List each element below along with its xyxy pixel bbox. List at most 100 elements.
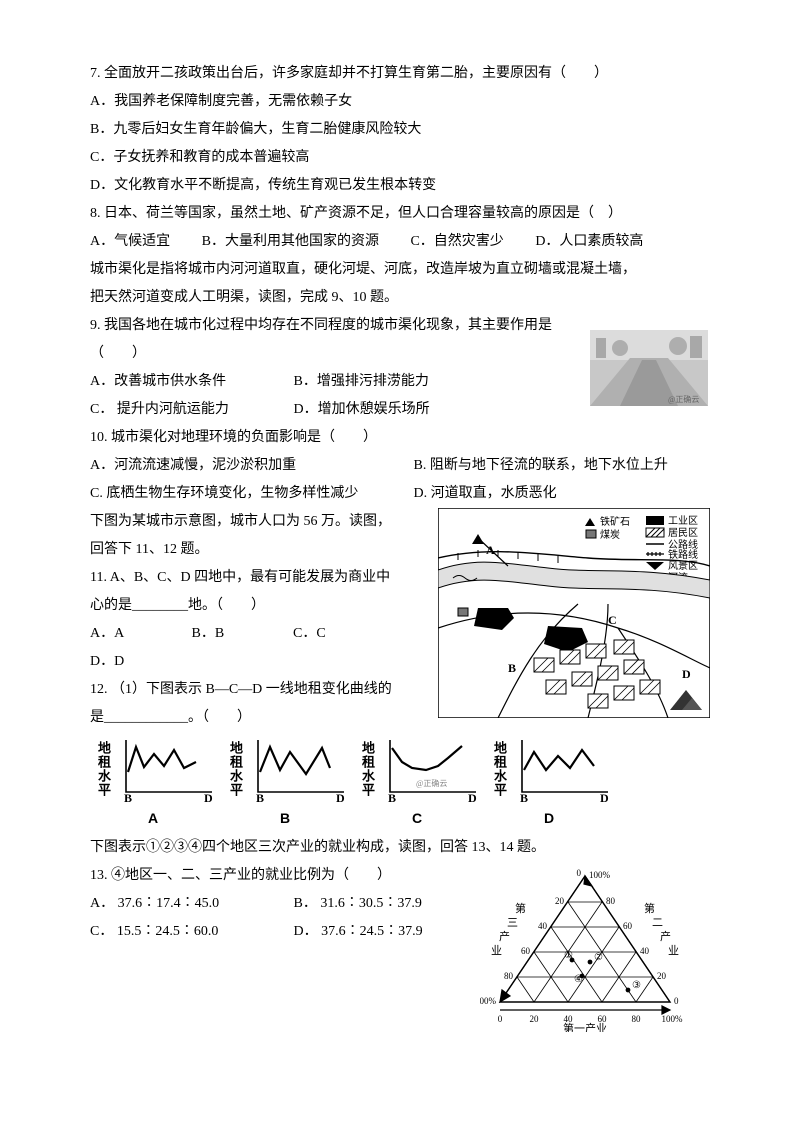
svg-text:铁矿石: 铁矿石	[600, 515, 630, 528]
svg-text:0: 0	[674, 996, 679, 1006]
chart-d-ylabel: 地租水平	[486, 741, 512, 797]
q7-opt-d: D．文化教育水平不断提高，传统生育观已发生根本转变	[90, 172, 710, 200]
svg-text:80: 80	[606, 896, 616, 906]
q13-opt-b: B． 31.6∶30.5∶37.9	[294, 896, 422, 911]
svg-text:80: 80	[632, 1014, 642, 1024]
city-map: 铁矿石 煤炭 工业区 居民区 公路线	[438, 508, 710, 718]
q11-opt-c: C．C	[293, 620, 363, 648]
svg-text:业: 业	[668, 944, 679, 957]
passage-11-12-l1: 下图为某城市示意图，城市人口为 56 万。读图，	[90, 508, 430, 536]
q11-stem-2: 心的是________地。（ ）	[90, 592, 430, 620]
canal-photo: @正确云	[590, 330, 708, 406]
svg-text:20: 20	[657, 971, 667, 981]
q13-options-row-2: C． 15.5∶24.5∶60.0 D． 37.6∶24.5∶37.9	[90, 918, 470, 946]
q8-opt-d: D．人口素质较高	[535, 234, 643, 249]
svg-text:二: 二	[652, 917, 663, 929]
q10-options-row-1: A．河流流速减慢，泥沙淤积加重 B. 阻断与地下径流的联系，地下水位上升	[90, 452, 710, 480]
chart-a: B D	[116, 736, 216, 802]
svg-text:40: 40	[640, 946, 650, 956]
q7-opt-c: C．子女抚养和教育的成本普遍较高	[90, 144, 710, 172]
canal-watermark: @正确云	[668, 394, 699, 404]
svg-text:20: 20	[555, 896, 565, 906]
svg-text:②: ②	[594, 952, 603, 963]
q9-opt-c: C． 提升内河航运能力	[90, 396, 290, 424]
svg-text:40: 40	[538, 921, 548, 931]
q7-opt-b: B．九零后妇女生育年龄偏大，生育二胎健康风险较大	[90, 116, 710, 144]
svg-text:D: D	[682, 667, 691, 681]
svg-text:D: D	[600, 791, 609, 802]
svg-text:@正确云: @正确云	[416, 778, 447, 788]
passage-9-10-l1: 城市渠化是指将城市内河河道取直，硬化河堤、河底，改造岸坡为直立砌墙或混凝土墙，	[90, 256, 710, 284]
passage-9-10-l2: 把天然河道变成人工明渠，读图，完成 9、10 题。	[90, 284, 710, 312]
q9-opt-a: A．改善城市供水条件	[90, 368, 290, 396]
passage-13-14: 下图表示①②③④四个地区三次产业的就业构成，读图，回答 13、14 题。	[90, 834, 710, 862]
svg-text:B: B	[520, 791, 528, 802]
svg-text:B: B	[508, 661, 516, 675]
svg-text:0: 0	[498, 1014, 503, 1024]
q11-opt-d: D．D	[90, 648, 160, 676]
svg-text:20: 20	[530, 1014, 540, 1024]
q9-opt-b: B．增强排污排涝能力	[294, 374, 429, 389]
svg-text:B: B	[124, 791, 132, 802]
q8-options-row: A．气候适宜 B．大量利用其他国家的资源 C．自然灾害少 D．人口素质较高	[90, 228, 710, 256]
svg-text:B: B	[388, 791, 396, 802]
q9-options-row-2: C． 提升内河航运能力 D．增加休憩娱乐场所	[90, 396, 590, 424]
svg-text:铁路线: 铁路线	[668, 548, 698, 561]
triangle-chart: 0 20 40 60 80 100% 0 20 40 60 80 100%	[480, 862, 690, 1032]
q12-stem-1: 12. （1）下图表示 B—C—D 一线地租变化曲线的	[90, 676, 430, 704]
q12-stem-2: 是____________。（ ）	[90, 704, 430, 732]
q13-opt-c: C． 15.5∶24.5∶60.0	[90, 918, 290, 946]
svg-text:产: 产	[499, 929, 510, 943]
svg-text:80: 80	[504, 971, 514, 981]
q9-stem: 9. 我国各地在城市化过程中均存在不同程度的城市渠化现象，其主要作用是（ ）	[90, 312, 590, 368]
q11-stem-1: 11. A、B、C、D 四地中，最有可能发展为商业中	[90, 564, 430, 592]
passage-11-12-l2: 回答下 11、12 题。	[90, 536, 430, 564]
chart-d: B D	[512, 736, 612, 802]
chart-b: B D	[248, 736, 348, 802]
q8-opt-c: C．自然灾害少	[410, 234, 503, 249]
svg-text:第一产业: 第一产业	[563, 1021, 607, 1032]
svg-text:煤炭: 煤炭	[600, 528, 620, 541]
q9-options-row-1: A．改善城市供水条件 B．增强排污排涝能力	[90, 368, 590, 396]
q10-opt-a: A．河流流速减慢，泥沙淤积加重	[90, 452, 410, 480]
q10-options-row-2: C. 底栖生物生存环境变化，生物多样性减少 D. 河道取直，水质恶化	[90, 480, 710, 508]
q11-opt-a: A．A	[90, 620, 160, 648]
svg-text:D: D	[468, 791, 477, 802]
q11-options-row: A．A B．B C．C D．D	[90, 620, 430, 676]
q12-charts: 地租水平 B D A 地租水平 B D B	[90, 736, 710, 832]
q7-opt-a: A．我国养老保障制度完善，无需依赖子女	[90, 88, 710, 116]
chart-d-label: D	[486, 804, 612, 832]
q11-opt-b: B．B	[192, 620, 262, 648]
svg-text:三: 三	[507, 917, 518, 929]
svg-text:④: ④	[574, 974, 583, 985]
chart-c-ylabel: 地租水平	[354, 741, 380, 797]
svg-text:100%: 100%	[589, 870, 611, 880]
svg-text:业: 业	[491, 944, 502, 957]
svg-text:第: 第	[515, 901, 526, 915]
svg-text:100%: 100%	[480, 996, 497, 1006]
chart-b-label: B	[222, 804, 348, 832]
svg-text:工业区: 工业区	[668, 515, 698, 527]
q10-opt-d: D. 河道取直，水质恶化	[414, 486, 557, 501]
svg-text:居民区: 居民区	[668, 527, 698, 539]
chart-a-ylabel: 地租水平	[90, 741, 116, 797]
chart-b-ylabel: 地租水平	[222, 741, 248, 797]
svg-text:③: ③	[632, 980, 641, 991]
svg-text:D: D	[336, 791, 345, 802]
q10-stem: 10. 城市渠化对地理环境的负面影响是（ ）	[90, 424, 710, 452]
q10-opt-b: B. 阻断与地下径流的联系，地下水位上升	[414, 458, 668, 473]
svg-text:60: 60	[623, 921, 633, 931]
chart-c-label: C	[354, 804, 480, 832]
svg-text:D: D	[204, 791, 213, 802]
q13-opt-d: D． 37.6∶24.5∶37.9	[294, 924, 423, 939]
q9-opt-d: D．增加休憩娱乐场所	[294, 402, 430, 417]
svg-text:产: 产	[660, 929, 671, 943]
svg-text:100%: 100%	[662, 1014, 684, 1024]
svg-text:①: ①	[564, 950, 573, 961]
chart-c: @正确云 B D	[380, 736, 480, 802]
q8-stem: 8. 日本、荷兰等国家，虽然土地、矿产资源不足，但人口合理容量较高的原因是（ ）	[90, 200, 710, 228]
q8-opt-b: B．大量利用其他国家的资源	[202, 234, 379, 249]
q8-opt-a: A．气候适宜	[90, 234, 170, 249]
q10-opt-c: C. 底栖生物生存环境变化，生物多样性减少	[90, 480, 410, 508]
svg-text:0: 0	[577, 868, 582, 878]
